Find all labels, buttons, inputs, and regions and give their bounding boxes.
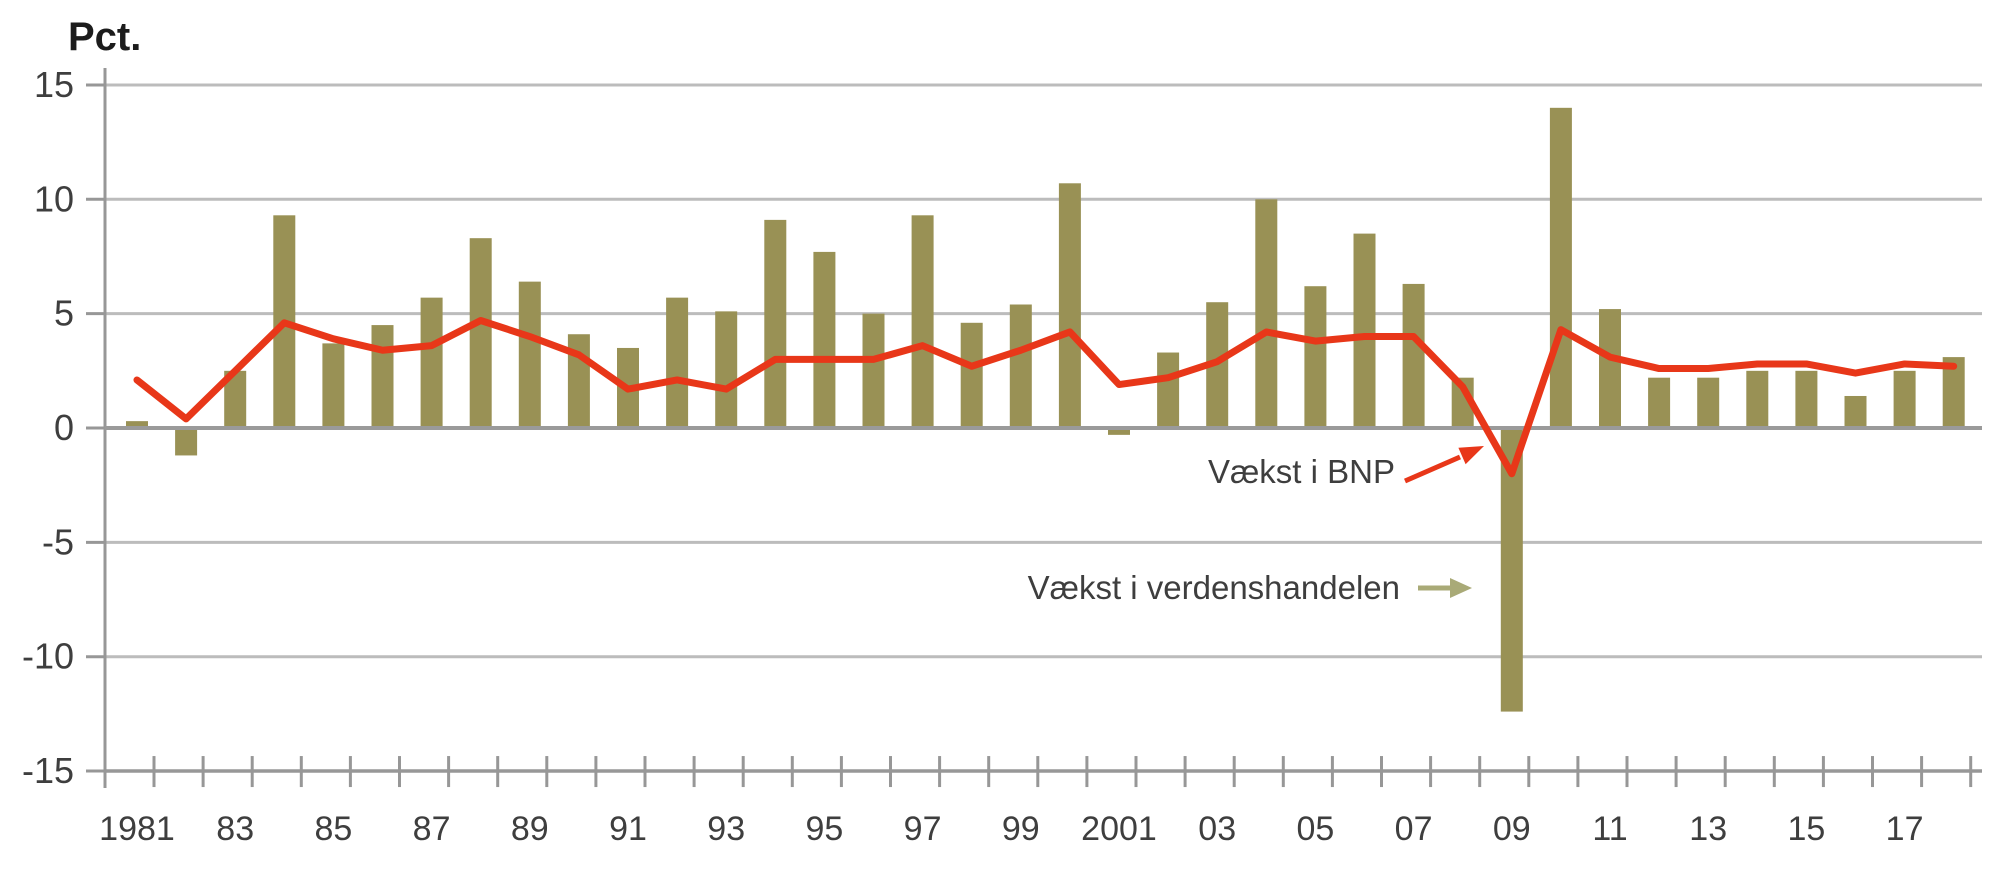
bar-1999 bbox=[1009, 304, 1032, 428]
bar-2015 bbox=[1795, 370, 1818, 428]
gdp-arrow-shaft bbox=[1404, 454, 1461, 484]
bar-2013 bbox=[1697, 377, 1720, 428]
bar-2000 bbox=[1058, 183, 1081, 428]
x-tick-label-95: 95 bbox=[805, 810, 843, 848]
y-tick-label--10: -10 bbox=[22, 636, 74, 677]
x-tick-label-17: 17 bbox=[1886, 810, 1924, 848]
bar-2012 bbox=[1648, 377, 1671, 428]
bar-1994 bbox=[764, 219, 787, 428]
x-tick-label-97: 97 bbox=[904, 810, 942, 848]
bar-2005 bbox=[1304, 286, 1327, 428]
gdp-line bbox=[133, 317, 1958, 478]
bar-2007 bbox=[1402, 283, 1425, 428]
x-tick-label-99: 99 bbox=[1002, 810, 1040, 848]
x-tick-label-05: 05 bbox=[1296, 810, 1334, 848]
bar-2010 bbox=[1549, 107, 1572, 428]
x-tick-label-83: 83 bbox=[216, 810, 254, 848]
bar-1988 bbox=[469, 238, 492, 428]
bar-2011 bbox=[1599, 309, 1621, 428]
x-tick-label-1981: 1981 bbox=[99, 810, 175, 848]
gridlines bbox=[105, 83, 1982, 659]
bar-1982 bbox=[175, 428, 198, 456]
y-axis-unit-label: Pct. bbox=[68, 15, 141, 59]
x-tick-label-93: 93 bbox=[707, 810, 745, 848]
x-tick-label-85: 85 bbox=[314, 810, 352, 848]
y-tick-label-15: 15 bbox=[34, 64, 74, 105]
annotation-trade-label: Vækst i verdenshandelen bbox=[1028, 569, 1400, 606]
world-trade-bars bbox=[126, 107, 1965, 712]
bar-1987 bbox=[420, 297, 443, 428]
x-tick-label-09: 09 bbox=[1493, 810, 1531, 848]
bar-2009 bbox=[1500, 428, 1523, 712]
x-tick-label-13: 13 bbox=[1689, 810, 1727, 848]
x-tick-label-2001: 2001 bbox=[1081, 810, 1157, 848]
bar-1996 bbox=[862, 313, 885, 428]
gdp-growth-line bbox=[133, 317, 1958, 478]
y-tick-label-5: 5 bbox=[54, 293, 74, 334]
bar-2018 bbox=[1942, 357, 1965, 428]
bar-1985 bbox=[322, 343, 345, 428]
bar-1998 bbox=[960, 322, 983, 428]
y-tick-label--15: -15 bbox=[22, 750, 74, 791]
bar-1995 bbox=[813, 251, 836, 428]
bar-1997 bbox=[911, 215, 934, 428]
x-tick-label-87: 87 bbox=[413, 810, 451, 848]
bar-1986 bbox=[371, 325, 394, 428]
bar-1981 bbox=[126, 421, 148, 428]
x-tick-label-89: 89 bbox=[511, 810, 549, 848]
y-tick-label--5: -5 bbox=[42, 521, 74, 562]
x-tick-label-15: 15 bbox=[1787, 810, 1825, 848]
x-tick-label-91: 91 bbox=[609, 810, 647, 848]
bar-2006 bbox=[1353, 233, 1376, 428]
axis-labels: 15 10 5 0 -5 -10 -15 1981 83 85 87 89 91 93 95 97 99 2001… bbox=[22, 64, 1924, 848]
bar-2014 bbox=[1746, 370, 1769, 428]
x-tick-label-03: 03 bbox=[1198, 810, 1236, 848]
trade-arrow-head-icon bbox=[1450, 578, 1472, 598]
bar-2016 bbox=[1844, 395, 1867, 428]
bar-2002 bbox=[1157, 352, 1180, 428]
x-tick-label-07: 07 bbox=[1395, 810, 1433, 848]
bar-1983 bbox=[224, 370, 247, 428]
bar-2004 bbox=[1255, 199, 1278, 428]
annotation-arrows bbox=[1404, 446, 1484, 598]
bar-1993 bbox=[715, 311, 738, 428]
y-tick-label-0: 0 bbox=[54, 407, 74, 448]
bar-1992 bbox=[666, 297, 689, 428]
bar-1989 bbox=[518, 281, 541, 428]
annotation-gdp-label: Vækst i BNP bbox=[1208, 453, 1395, 490]
bar-2017 bbox=[1893, 370, 1916, 428]
y-tick-label-10: 10 bbox=[34, 178, 74, 219]
bar-2001 bbox=[1108, 428, 1130, 435]
x-tick-label-11: 11 bbox=[1592, 810, 1627, 848]
gdp-arrow-head-icon bbox=[1458, 446, 1484, 465]
